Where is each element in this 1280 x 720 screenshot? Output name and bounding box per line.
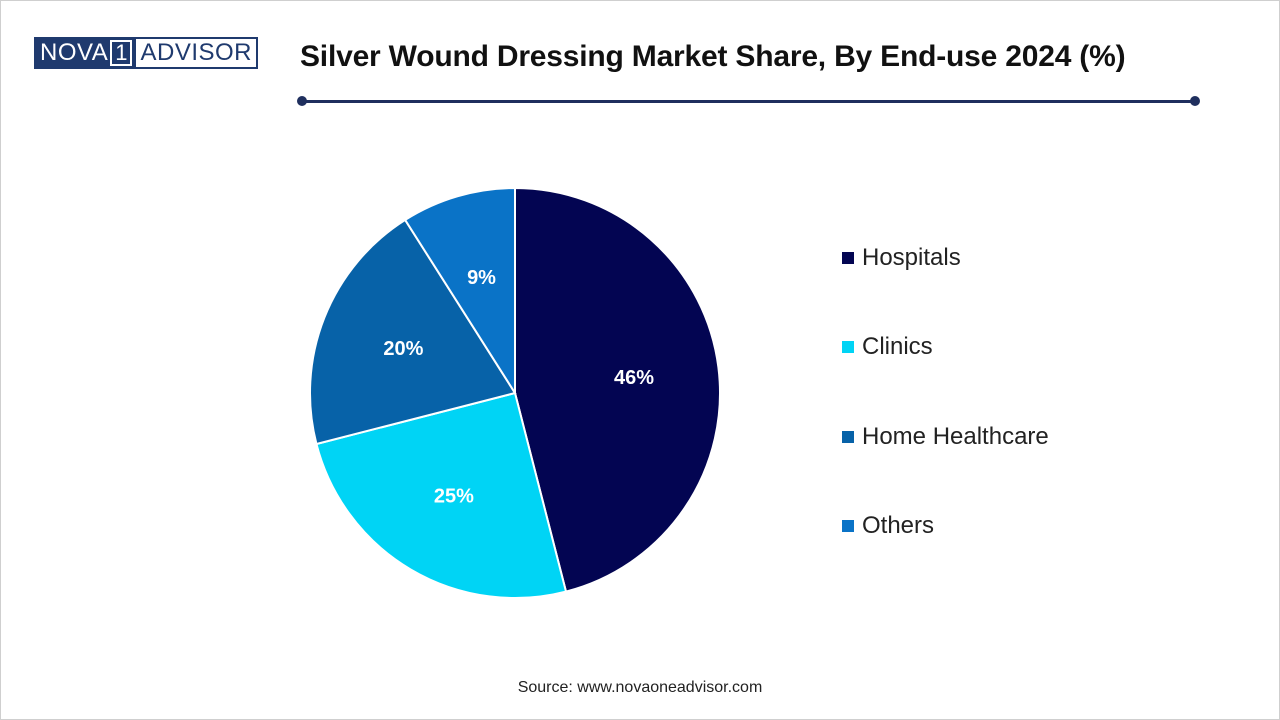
legend-swatch-clinics	[842, 341, 854, 353]
divider-dot-left	[297, 96, 307, 106]
legend-label-home-healthcare: Home Healthcare	[862, 423, 1049, 450]
legend-swatch-others	[842, 520, 854, 532]
data-label-hospitals: 46%	[614, 367, 654, 389]
chart-title: Silver Wound Dressing Market Share, By E…	[300, 40, 1126, 73]
logo-one-text: 1	[110, 40, 133, 66]
data-label-home-healthcare: 20%	[383, 338, 423, 360]
legend-item-hospitals: Hospitals	[842, 244, 961, 272]
pie-slice-clinics	[315, 391, 568, 599]
legend-label-clinics: Clinics	[862, 333, 933, 360]
legend-item-clinics: Clinics	[842, 333, 933, 361]
legend-item-others: Others	[842, 512, 934, 540]
data-label-clinics: 25%	[434, 485, 474, 507]
source-note: Source: www.novaoneadvisor.com	[517, 679, 763, 696]
legend-label-hospitals: Hospitals	[862, 244, 961, 271]
divider-dot-right	[1190, 96, 1200, 106]
legend-swatch-hospitals	[842, 252, 854, 264]
logo-one-mark: 1	[108, 37, 135, 69]
legend-swatch-home-healthcare	[842, 431, 854, 443]
data-label-others: 9%	[467, 267, 496, 289]
logo-nova-text: NOVA	[34, 37, 109, 69]
logo-advisor-text: ADVISOR	[134, 37, 259, 69]
legend-item-home-healthcare: Home Healthcare	[842, 423, 1049, 451]
pie-slice-others	[403, 186, 516, 397]
title-divider	[302, 100, 1195, 103]
pie-slice-home-healthcare	[309, 218, 517, 446]
brand-logo: NOVA 1 ADVISOR	[34, 37, 259, 69]
pie-slice-hospitals	[514, 186, 721, 593]
legend-label-others: Others	[862, 512, 935, 539]
